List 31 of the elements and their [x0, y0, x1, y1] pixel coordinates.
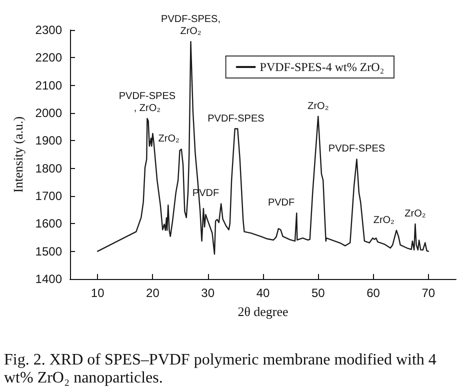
x-tick-label: 60	[366, 286, 380, 300]
y-tick-label: 1800	[35, 161, 62, 176]
annotation: ZrO₂	[404, 208, 426, 220]
y-tick-label: 1400	[35, 272, 62, 286]
y-axis-title: Intensity (a.u.)	[10, 116, 26, 193]
y-tick-label: 2000	[35, 106, 62, 120]
caption: Fig. 2. XRD of SPES–PVDF polymeric membrane modified with 4 wt% ZrO₂ nanoparticles.	[4, 352, 440, 386]
x-tick-label: 50	[311, 286, 326, 300]
y-tick-label: 1900	[35, 134, 62, 148]
annotation: PVDF-SPES, ZrO₂	[161, 14, 220, 38]
annotation: ZrO₂	[373, 214, 395, 226]
x-axis-title: 2θ degree	[238, 304, 289, 319]
x-tick-label: 20	[146, 286, 160, 300]
x-tick-label: 10	[90, 286, 105, 300]
annotation: PVDF-SPES	[208, 113, 265, 124]
annotation: PVDF-SPES , ZrO₂	[118, 91, 176, 114]
y-tick-label: 2100	[35, 78, 62, 92]
x-tick-label: 30	[201, 286, 215, 300]
annotation: ZrO₂	[158, 134, 180, 145]
y-tick-label: 1700	[35, 189, 62, 203]
y-tick-label: 1600	[35, 216, 62, 231]
annotation: PVDF	[268, 198, 295, 209]
x-tick-label: 70	[422, 286, 436, 300]
y-tick-label: 2200	[35, 50, 62, 65]
line-series	[96, 41, 430, 255]
y-tick-label: 1500	[35, 244, 62, 258]
legend-label: PVDF-SPES-4 wt% ZrO₂	[260, 60, 384, 74]
x-tick-label: 40	[256, 286, 270, 300]
y-tick-label: 2300	[35, 23, 62, 37]
annotation: PVDF-SPES	[328, 144, 386, 155]
annotation: ZrO₂	[308, 100, 329, 112]
